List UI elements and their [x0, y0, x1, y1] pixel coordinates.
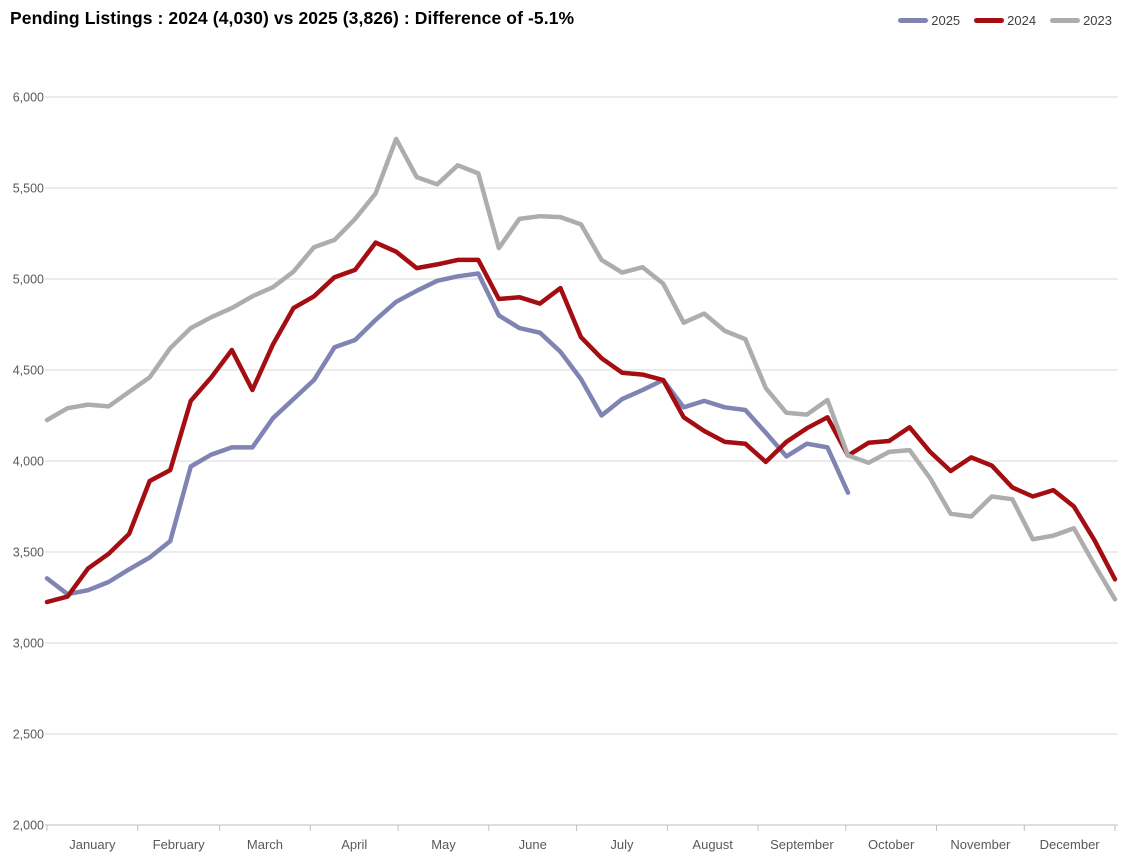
legend-label-2023: 2023	[1083, 13, 1112, 28]
y-tick-label: 5,000	[13, 273, 44, 287]
y-tick-label: 2,500	[13, 728, 44, 742]
legend-label-2024: 2024	[1007, 13, 1037, 28]
series-line-2024	[44, 240, 1118, 605]
y-tick-label: 3,000	[13, 637, 44, 651]
legend-item-2024[interactable]: 2024	[974, 13, 1036, 28]
legend-swatch-2024	[974, 18, 1005, 23]
x-tick-label-december: December	[1040, 837, 1101, 852]
chart-title: Pending Listings : 2024 (4,030) vs 2025 …	[10, 8, 575, 28]
x-tick-label-march: March	[247, 837, 283, 852]
y-tick-label: 5,500	[13, 182, 44, 196]
series-line-2023	[44, 136, 1118, 602]
x-tick-label-august: August	[692, 837, 733, 852]
legend-label-2025: 2025	[931, 13, 961, 28]
chart-legend: 2025 2024 2023	[898, 13, 1112, 28]
y-tick-label: 4,500	[13, 364, 44, 378]
x-tick-label-november: November	[950, 837, 1011, 852]
x-tick-label-september: September	[770, 837, 834, 852]
y-tick-label: 3,500	[13, 546, 44, 560]
x-tick-label-april: April	[341, 837, 367, 852]
x-tick-label-october: October	[868, 837, 915, 852]
legend-item-2023[interactable]: 2023	[1050, 13, 1112, 28]
y-tick-label: 4,000	[13, 455, 44, 469]
legend-item-2025[interactable]: 2025	[898, 13, 960, 28]
x-tick-label-june: June	[519, 837, 547, 852]
x-tick-label-may: May	[431, 837, 456, 852]
x-tick-label-february: February	[153, 837, 206, 852]
x-tick-label-january: January	[69, 837, 116, 852]
y-tick-label: 6,000	[13, 91, 44, 105]
y-tick-label: 2,000	[13, 819, 44, 833]
series-line-2025	[44, 271, 851, 597]
legend-swatch-2023	[1050, 18, 1081, 23]
legend-swatch-2025	[898, 18, 929, 23]
x-tick-label-july: July	[610, 837, 634, 852]
